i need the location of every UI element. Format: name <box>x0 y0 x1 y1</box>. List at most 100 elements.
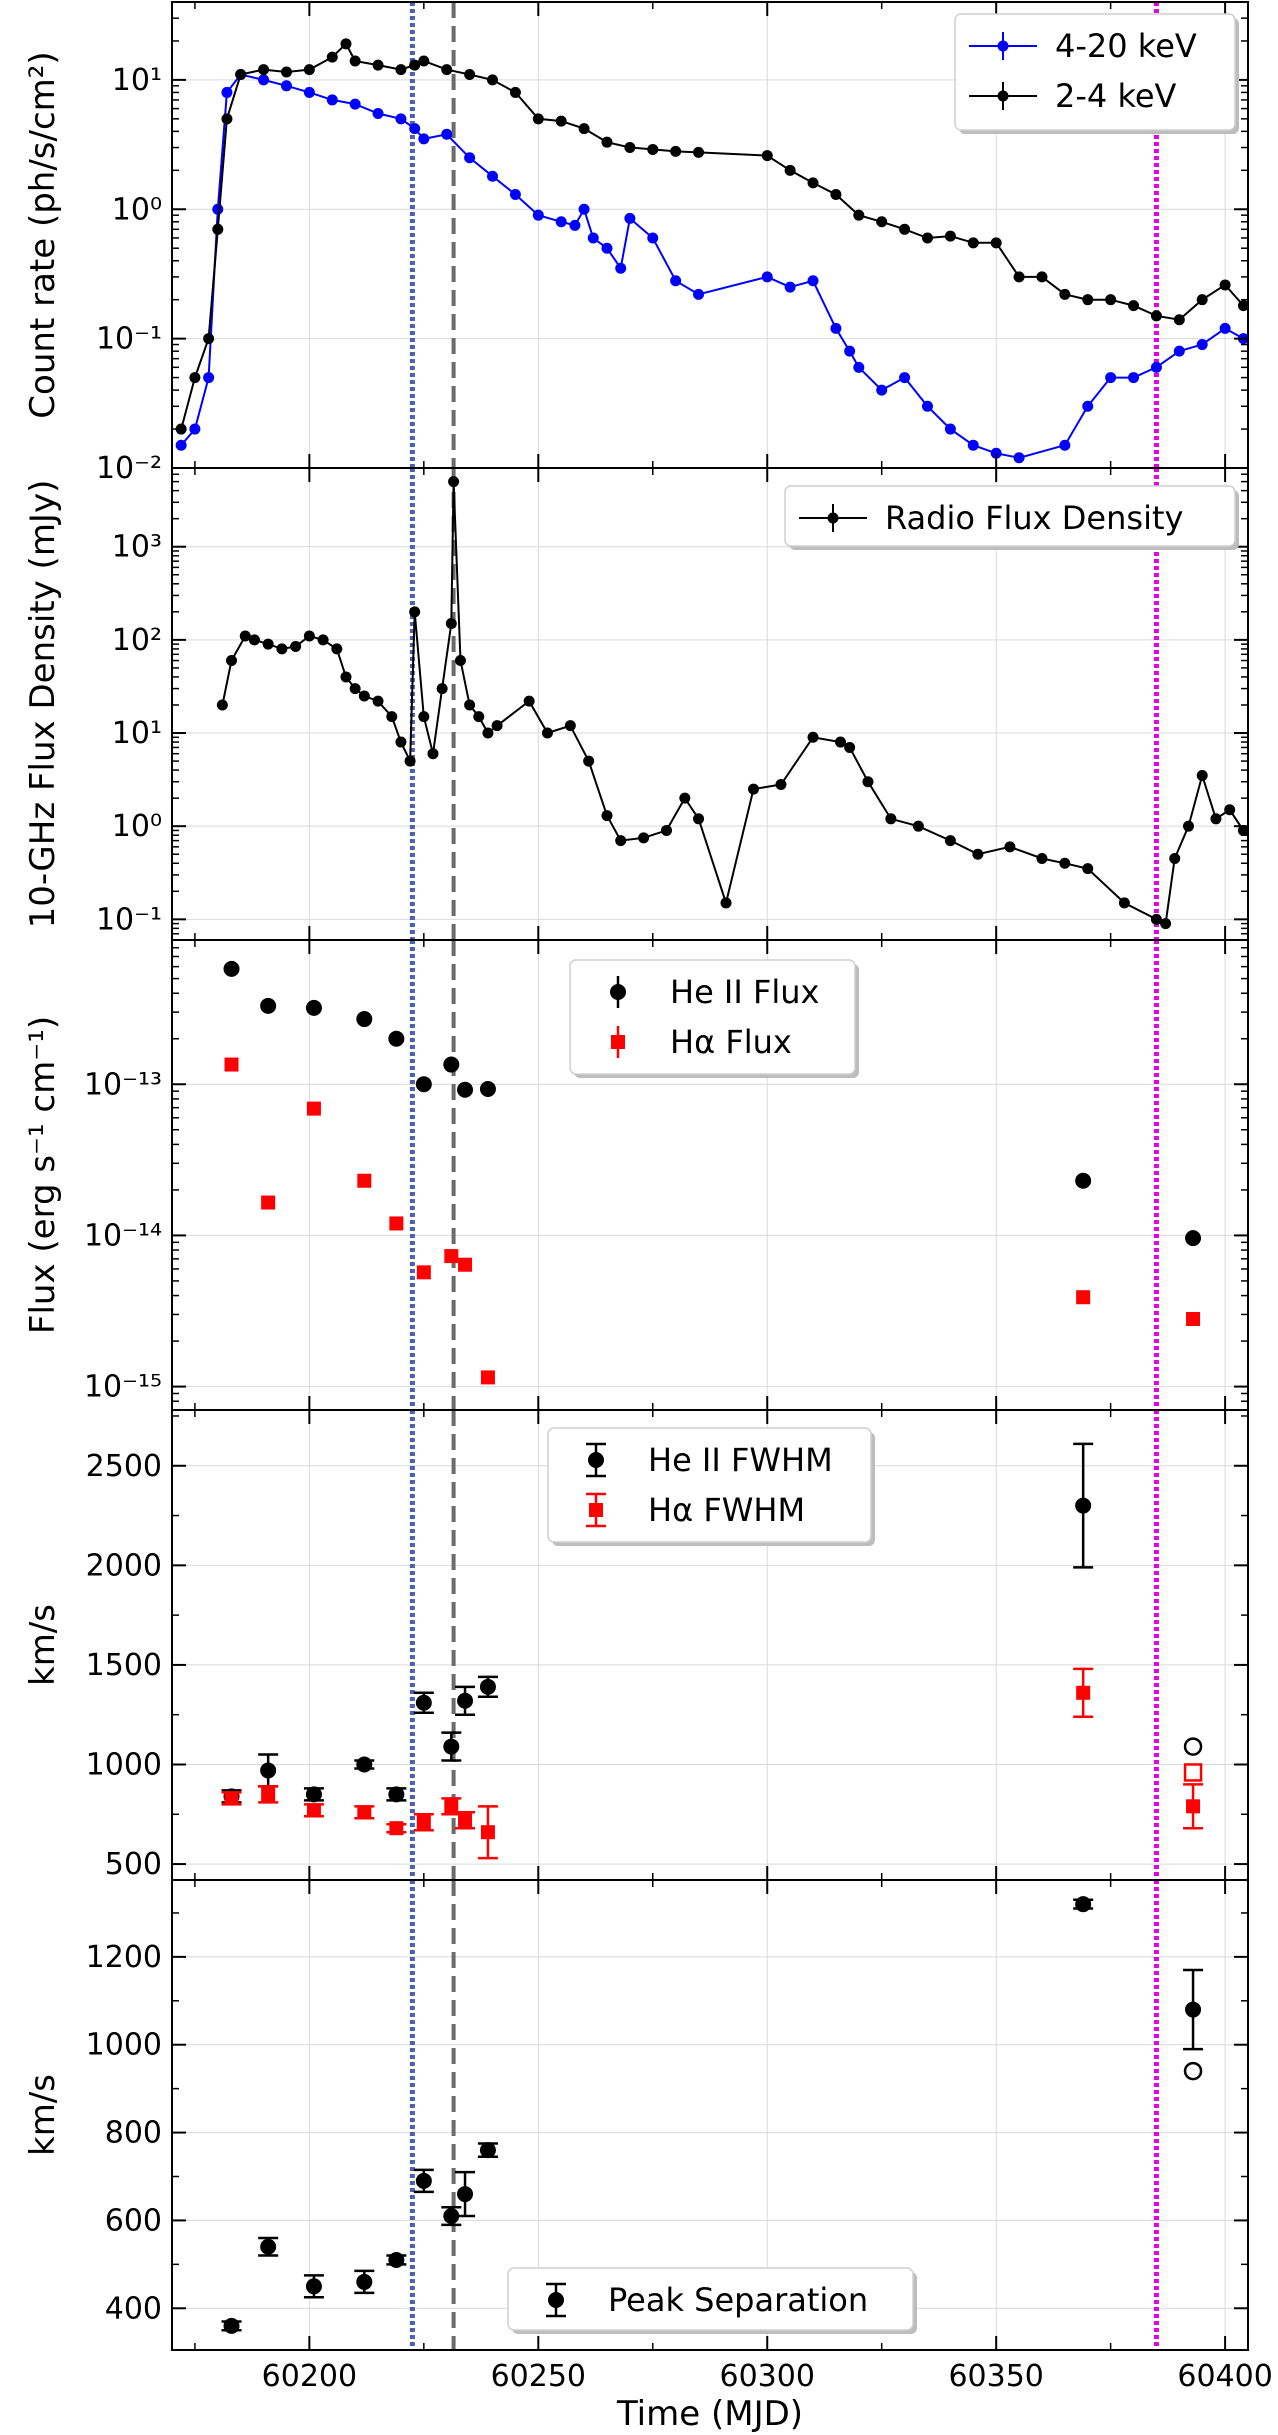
data-point <box>356 1756 373 1773</box>
data-point <box>775 779 787 791</box>
data-point <box>967 439 979 451</box>
data-point <box>569 219 581 231</box>
data-point <box>258 64 270 76</box>
data-point <box>415 1076 432 1093</box>
data-point <box>223 960 240 977</box>
legend-marker <box>611 1035 625 1049</box>
data-point <box>1196 770 1208 781</box>
data-point <box>1059 288 1071 300</box>
data-point <box>830 322 842 334</box>
y-tick-label: 1000 <box>86 2028 162 2063</box>
data-point <box>587 232 599 244</box>
legend-marker <box>997 40 1009 52</box>
data-point <box>853 209 865 221</box>
panel-radio: 10⁻¹ 10⁰ 10¹ 10² 10³ 10-GHz Flux Density (mJy… <box>23 467 1249 941</box>
data-point <box>258 74 270 86</box>
data-point <box>448 476 460 488</box>
data-point <box>482 727 494 739</box>
data-point <box>601 242 613 254</box>
y-tick-label: 10⁻² <box>96 451 162 486</box>
data-point <box>541 727 553 739</box>
data-point <box>1186 1311 1201 1326</box>
data-point <box>1013 452 1025 464</box>
data-point <box>480 1370 495 1385</box>
data-point <box>260 2238 277 2255</box>
data-point <box>1182 820 1194 832</box>
data-point <box>404 755 416 767</box>
data-point <box>340 671 352 683</box>
data-point <box>487 170 499 182</box>
data-point <box>899 372 911 384</box>
data-point <box>1185 1230 1202 1247</box>
data-point <box>1075 1896 1092 1913</box>
data-point <box>807 275 819 287</box>
y-tick-label: 600 <box>105 2203 162 2238</box>
panel-fwhm: 500 1000 1500 2000 2500 km/s He II FWHM Hα FWHM <box>23 1409 1249 1882</box>
data-point <box>203 333 215 345</box>
data-point <box>443 1056 460 1073</box>
data-point <box>189 423 201 435</box>
data-point <box>1082 400 1094 412</box>
data-point <box>305 999 322 1016</box>
legend-marker <box>827 512 839 524</box>
data-point <box>784 164 796 176</box>
data-point <box>670 145 682 157</box>
data-point <box>409 59 421 71</box>
y-axis-label: 10-GHz Flux Density (mJy) <box>23 480 63 929</box>
data-point <box>1004 841 1016 853</box>
data-point <box>509 86 521 98</box>
data-point <box>221 86 233 98</box>
legend-label: 4-20 keV <box>1055 27 1197 65</box>
data-point <box>464 152 476 164</box>
data-point <box>830 189 842 201</box>
data-point <box>388 1786 405 1803</box>
legend-label: 2-4 keV <box>1055 77 1177 115</box>
data-point <box>221 113 233 125</box>
data-point <box>1128 300 1140 312</box>
data-point <box>260 997 277 1014</box>
data-point <box>356 2273 373 2290</box>
series-line <box>180 73 1244 459</box>
data-point <box>615 262 627 274</box>
plot-area-peak-sep <box>221 1880 1204 2350</box>
data-point <box>436 683 448 695</box>
legend-marker <box>589 1503 603 1517</box>
data-point <box>418 711 430 723</box>
data-point <box>389 1216 404 1231</box>
data-point <box>306 1803 321 1818</box>
data-point <box>454 655 466 667</box>
legend-label: Peak Separation <box>608 2281 868 2319</box>
data-point <box>427 748 439 760</box>
legend-marker <box>997 90 1009 102</box>
data-point <box>1075 1497 1092 1514</box>
data-point <box>357 1173 372 1188</box>
data-point <box>262 638 274 650</box>
data-point <box>303 86 315 98</box>
legend-marker <box>610 984 626 1000</box>
x-tick-label: 60300 <box>720 2359 815 2394</box>
y-tick-label: 10² <box>112 623 162 658</box>
y-tick-label: 10¹ <box>112 716 162 751</box>
data-point <box>1183 1763 1203 1782</box>
data-point <box>223 2317 240 2334</box>
data-point <box>844 345 856 357</box>
data-point <box>175 423 187 435</box>
data-point <box>1169 852 1181 864</box>
data-point <box>601 136 613 148</box>
data-point <box>1186 1799 1201 1814</box>
x-axis-label: Time (MJD) <box>616 2394 803 2434</box>
data-point <box>445 617 457 629</box>
legend-label: Hα FWHM <box>648 1491 805 1529</box>
data-point <box>212 203 224 215</box>
data-point <box>885 813 897 825</box>
data-point <box>807 731 819 743</box>
data-point <box>844 741 856 753</box>
data-point <box>372 695 384 707</box>
data-point <box>1183 2061 1203 2081</box>
data-point <box>944 835 956 847</box>
data-point <box>443 1738 460 1755</box>
data-point <box>876 384 888 396</box>
data-point <box>912 820 924 832</box>
data-point <box>1059 857 1071 869</box>
data-point <box>260 1762 277 1779</box>
